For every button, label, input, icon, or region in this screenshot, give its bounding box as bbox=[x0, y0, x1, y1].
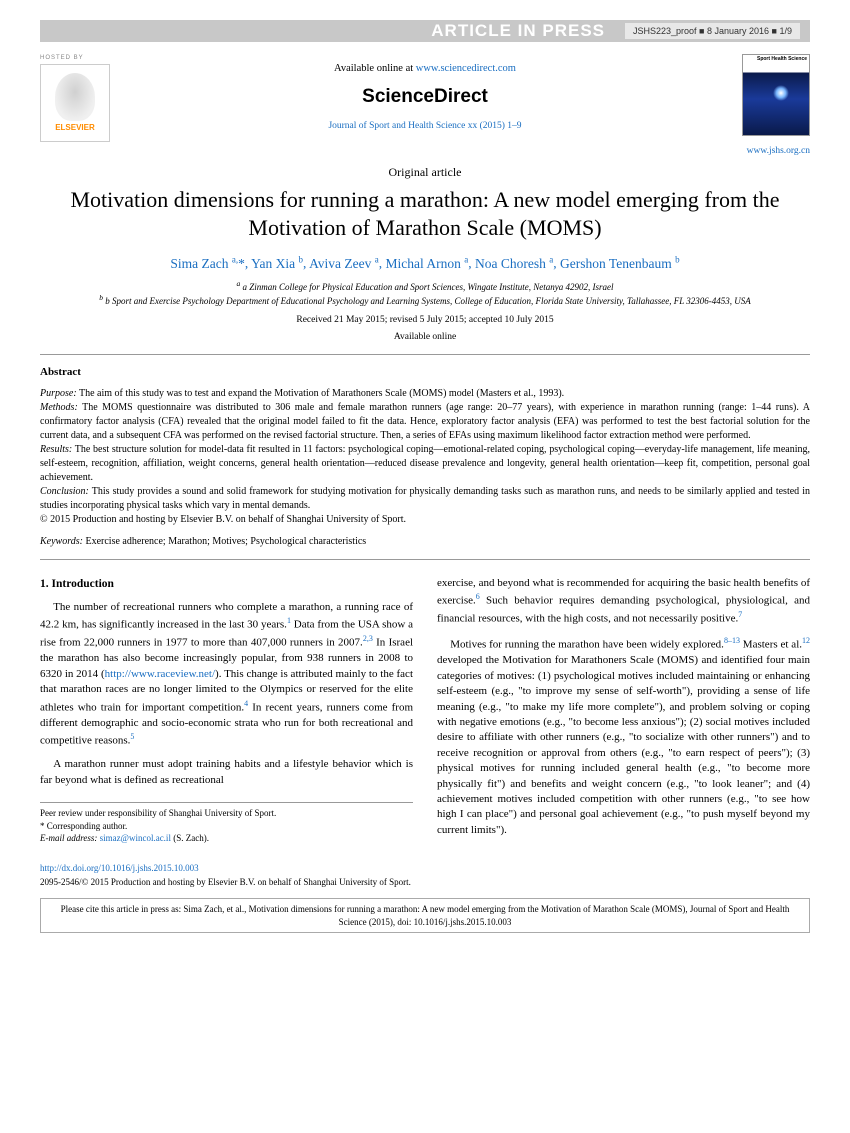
body-columns: 1. Introduction The number of recreation… bbox=[40, 576, 810, 846]
conclusion-text: This study provides a sound and solid fr… bbox=[40, 486, 810, 511]
elsevier-logo: ELSEVIER bbox=[40, 64, 110, 142]
sciencedirect-logo: ScienceDirect bbox=[130, 84, 720, 110]
issn-copyright: 2095-2546/© 2015 Production and hosting … bbox=[40, 876, 810, 888]
intro-p1: The number of recreational runners who c… bbox=[40, 600, 413, 749]
journal-reference: Journal of Sport and Health Science xx (… bbox=[130, 120, 720, 133]
peer-review-note: Peer review under responsibility of Shan… bbox=[40, 807, 413, 820]
corresponding-author-note: * Corresponding author. bbox=[40, 820, 413, 833]
keywords-text: Exercise adherence; Marathon; Motives; P… bbox=[83, 536, 366, 547]
ref-7[interactable]: 7 bbox=[738, 610, 742, 619]
article-in-press-bar: ARTICLE IN PRESS JSHS223_proof ■ 8 Janua… bbox=[40, 20, 810, 42]
elsevier-tree-icon bbox=[55, 73, 95, 121]
hosted-by-label: HOSTED BY bbox=[40, 54, 130, 62]
author-4[interactable]: Michal Arnon a bbox=[386, 256, 469, 271]
affiliation-a: a a Zinman College for Physical Educatio… bbox=[40, 279, 810, 294]
article-title: Motivation dimensions for running a mara… bbox=[40, 186, 810, 243]
available-online-center: Available online bbox=[40, 331, 810, 344]
email-link[interactable]: simaz@wincol.ac.il bbox=[100, 833, 171, 843]
header-left: HOSTED BY ELSEVIER bbox=[40, 54, 130, 142]
ref-8-13[interactable]: 8–13 bbox=[724, 636, 740, 645]
keywords-label: Keywords: bbox=[40, 536, 83, 547]
methods-text: The MOMS questionnaire was distributed t… bbox=[40, 402, 810, 441]
journal-cover-thumb: Sport Health Science bbox=[742, 54, 810, 136]
author-1[interactable]: Sima Zach a,* bbox=[170, 256, 244, 271]
abstract-heading: Abstract bbox=[40, 365, 810, 380]
intro-p2: A marathon runner must adopt training ha… bbox=[40, 757, 413, 788]
article-dates: Received 21 May 2015; revised 5 July 201… bbox=[40, 314, 810, 327]
divider-bottom bbox=[40, 559, 810, 560]
abstract-body: Purpose: The aim of this study was to te… bbox=[40, 387, 810, 527]
email-row: E-mail address: simaz@wincol.ac.il (S. Z… bbox=[40, 832, 413, 845]
results-label: Results: bbox=[40, 444, 72, 455]
affiliations: a a Zinman College for Physical Educatio… bbox=[40, 279, 810, 308]
purpose-label: Purpose: bbox=[40, 388, 77, 399]
intro-heading: 1. Introduction bbox=[40, 576, 413, 592]
author-2[interactable]: Yan Xia b bbox=[251, 256, 303, 271]
column-left: 1. Introduction The number of recreation… bbox=[40, 576, 413, 846]
doi-row: http://dx.doi.org/10.1016/j.jshs.2015.10… bbox=[40, 862, 810, 874]
column-right: exercise, and beyond what is recommended… bbox=[437, 576, 810, 846]
abstract-copyright: © 2015 Production and hosting by Elsevie… bbox=[40, 513, 810, 527]
purpose-text: The aim of this study was to test and ex… bbox=[77, 388, 565, 399]
sciencedirect-url[interactable]: www.sciencedirect.com bbox=[416, 63, 516, 74]
article-in-press-label: ARTICLE IN PRESS bbox=[50, 20, 625, 43]
author-6[interactable]: Gershon Tenenbaum b bbox=[560, 256, 680, 271]
header-right: Sport Health Science www.jshs.org.cn bbox=[720, 54, 810, 158]
ref-5[interactable]: 5 bbox=[130, 732, 134, 741]
original-article-label: Original article bbox=[40, 164, 810, 180]
footnotes: Peer review under responsibility of Shan… bbox=[40, 802, 413, 845]
email-label: E-mail address: bbox=[40, 833, 100, 843]
ref-2-3[interactable]: 2,3 bbox=[363, 634, 373, 643]
page: ARTICLE IN PRESS JSHS223_proof ■ 8 Janua… bbox=[0, 0, 850, 963]
raceview-link[interactable]: http://www.raceview.net/ bbox=[105, 668, 215, 680]
journal-cover-title: Sport Health Science bbox=[745, 57, 807, 62]
author-3[interactable]: Aviva Zeev a bbox=[309, 256, 379, 271]
email-suffix: (S. Zach). bbox=[171, 833, 209, 843]
elsevier-name: ELSEVIER bbox=[55, 123, 95, 134]
header-center: Available online at www.sciencedirect.co… bbox=[130, 54, 720, 141]
proof-info: JSHS223_proof ■ 8 January 2016 ■ 1/9 bbox=[625, 23, 800, 39]
citation-box: Please cite this article in press as: Si… bbox=[40, 898, 810, 932]
conclusion-label: Conclusion: bbox=[40, 486, 89, 497]
journal-cover-glow-icon bbox=[773, 85, 789, 101]
available-online: Available online at www.sciencedirect.co… bbox=[130, 62, 720, 76]
header-row: HOSTED BY ELSEVIER Available online at w… bbox=[40, 54, 810, 158]
affiliation-b: b b Sport and Exercise Psychology Depart… bbox=[40, 293, 810, 308]
jshs-link[interactable]: www.jshs.org.cn bbox=[720, 145, 810, 158]
author-5[interactable]: Noa Choresh a bbox=[475, 256, 553, 271]
doi-link[interactable]: http://dx.doi.org/10.1016/j.jshs.2015.10… bbox=[40, 863, 199, 873]
ref-12[interactable]: 12 bbox=[802, 636, 810, 645]
divider-top bbox=[40, 354, 810, 355]
col2-p1: Motives for running the marathon have be… bbox=[437, 635, 810, 838]
authors: Sima Zach a,*, Yan Xia b, Aviva Zeev a, … bbox=[40, 253, 810, 273]
available-online-prefix: Available online at bbox=[334, 63, 416, 74]
methods-label: Methods: bbox=[40, 402, 78, 413]
keywords: Keywords: Exercise adherence; Marathon; … bbox=[40, 535, 810, 549]
results-text: The best structure solution for model-da… bbox=[40, 444, 810, 483]
col2-cont: exercise, and beyond what is recommended… bbox=[437, 576, 810, 627]
